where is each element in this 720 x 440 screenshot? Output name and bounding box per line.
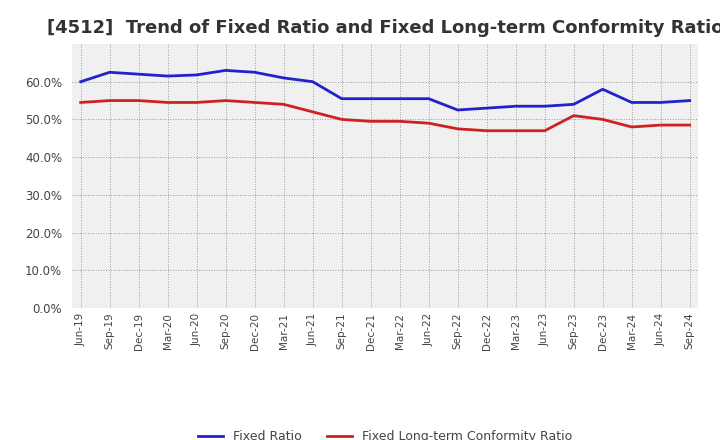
Fixed Long-term Conformity Ratio [192, 100, 201, 105]
Fixed Ratio [482, 106, 491, 111]
Fixed Long-term Conformity Ratio [76, 100, 85, 105]
Fixed Long-term Conformity Ratio [424, 121, 433, 126]
Fixed Ratio [570, 102, 578, 107]
Fixed Ratio [338, 96, 346, 101]
Fixed Ratio [279, 75, 288, 81]
Fixed Ratio [395, 96, 404, 101]
Fixed Ratio [598, 87, 607, 92]
Fixed Ratio [135, 72, 143, 77]
Fixed Long-term Conformity Ratio [454, 126, 462, 132]
Fixed Ratio [76, 79, 85, 84]
Fixed Long-term Conformity Ratio [570, 113, 578, 118]
Fixed Long-term Conformity Ratio [105, 98, 114, 103]
Fixed Long-term Conformity Ratio [541, 128, 549, 133]
Fixed Long-term Conformity Ratio [511, 128, 520, 133]
Fixed Ratio [192, 72, 201, 77]
Fixed Long-term Conformity Ratio [135, 98, 143, 103]
Fixed Long-term Conformity Ratio [657, 122, 665, 128]
Fixed Long-term Conformity Ratio [627, 125, 636, 130]
Fixed Ratio [366, 96, 375, 101]
Line: Fixed Long-term Conformity Ratio: Fixed Long-term Conformity Ratio [81, 101, 690, 131]
Line: Fixed Ratio: Fixed Ratio [81, 70, 690, 110]
Fixed Long-term Conformity Ratio [482, 128, 491, 133]
Fixed Ratio [685, 98, 694, 103]
Fixed Long-term Conformity Ratio [366, 119, 375, 124]
Fixed Ratio [424, 96, 433, 101]
Fixed Ratio [221, 68, 230, 73]
Fixed Ratio [657, 100, 665, 105]
Title: [4512]  Trend of Fixed Ratio and Fixed Long-term Conformity Ratio: [4512] Trend of Fixed Ratio and Fixed Lo… [47, 19, 720, 37]
Fixed Long-term Conformity Ratio [308, 109, 317, 114]
Fixed Long-term Conformity Ratio [598, 117, 607, 122]
Fixed Long-term Conformity Ratio [338, 117, 346, 122]
Fixed Long-term Conformity Ratio [685, 122, 694, 128]
Fixed Ratio [105, 70, 114, 75]
Fixed Ratio [627, 100, 636, 105]
Fixed Ratio [511, 103, 520, 109]
Fixed Long-term Conformity Ratio [251, 100, 259, 105]
Fixed Ratio [251, 70, 259, 75]
Legend: Fixed Ratio, Fixed Long-term Conformity Ratio: Fixed Ratio, Fixed Long-term Conformity … [193, 425, 577, 440]
Fixed Ratio [163, 73, 172, 79]
Fixed Ratio [308, 79, 317, 84]
Fixed Long-term Conformity Ratio [279, 102, 288, 107]
Fixed Ratio [541, 103, 549, 109]
Fixed Long-term Conformity Ratio [163, 100, 172, 105]
Fixed Long-term Conformity Ratio [221, 98, 230, 103]
Fixed Ratio [454, 107, 462, 113]
Fixed Long-term Conformity Ratio [395, 119, 404, 124]
